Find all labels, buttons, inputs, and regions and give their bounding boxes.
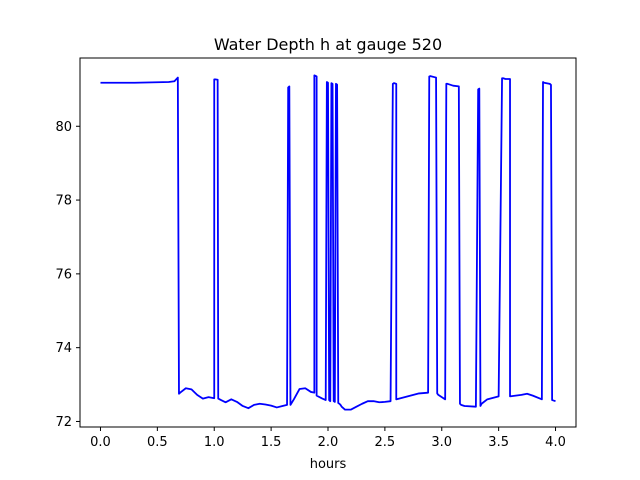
x-tick-label: 4.0 [545,435,566,450]
x-tick-label: 3.5 [488,435,509,450]
y-axis: 72 74 76 78 80 [55,120,80,430]
y-tick-label: 76 [55,267,72,282]
x-tick-label: 0.5 [147,435,168,450]
x-tick-label: 1.0 [204,435,225,450]
x-axis: 0.0 0.5 1.0 1.5 2.0 2.5 3.0 3.5 4.0 [90,427,566,450]
x-tick-label: 0.0 [90,435,111,450]
x-axis-label: hours [310,457,347,472]
x-tick-label: 3.0 [431,435,452,450]
y-tick-label: 74 [55,341,72,356]
series-line-0 [100,74,556,411]
x-tick-label: 2.0 [318,435,339,450]
y-tick-label: 78 [55,194,72,209]
series-layer [100,74,556,411]
chart-title: Water Depth h at gauge 520 [214,35,442,54]
x-tick-label: 1.5 [261,435,282,450]
x-tick-label: 2.5 [375,435,396,450]
y-tick-label: 72 [55,415,72,430]
y-tick-label: 80 [55,120,72,135]
